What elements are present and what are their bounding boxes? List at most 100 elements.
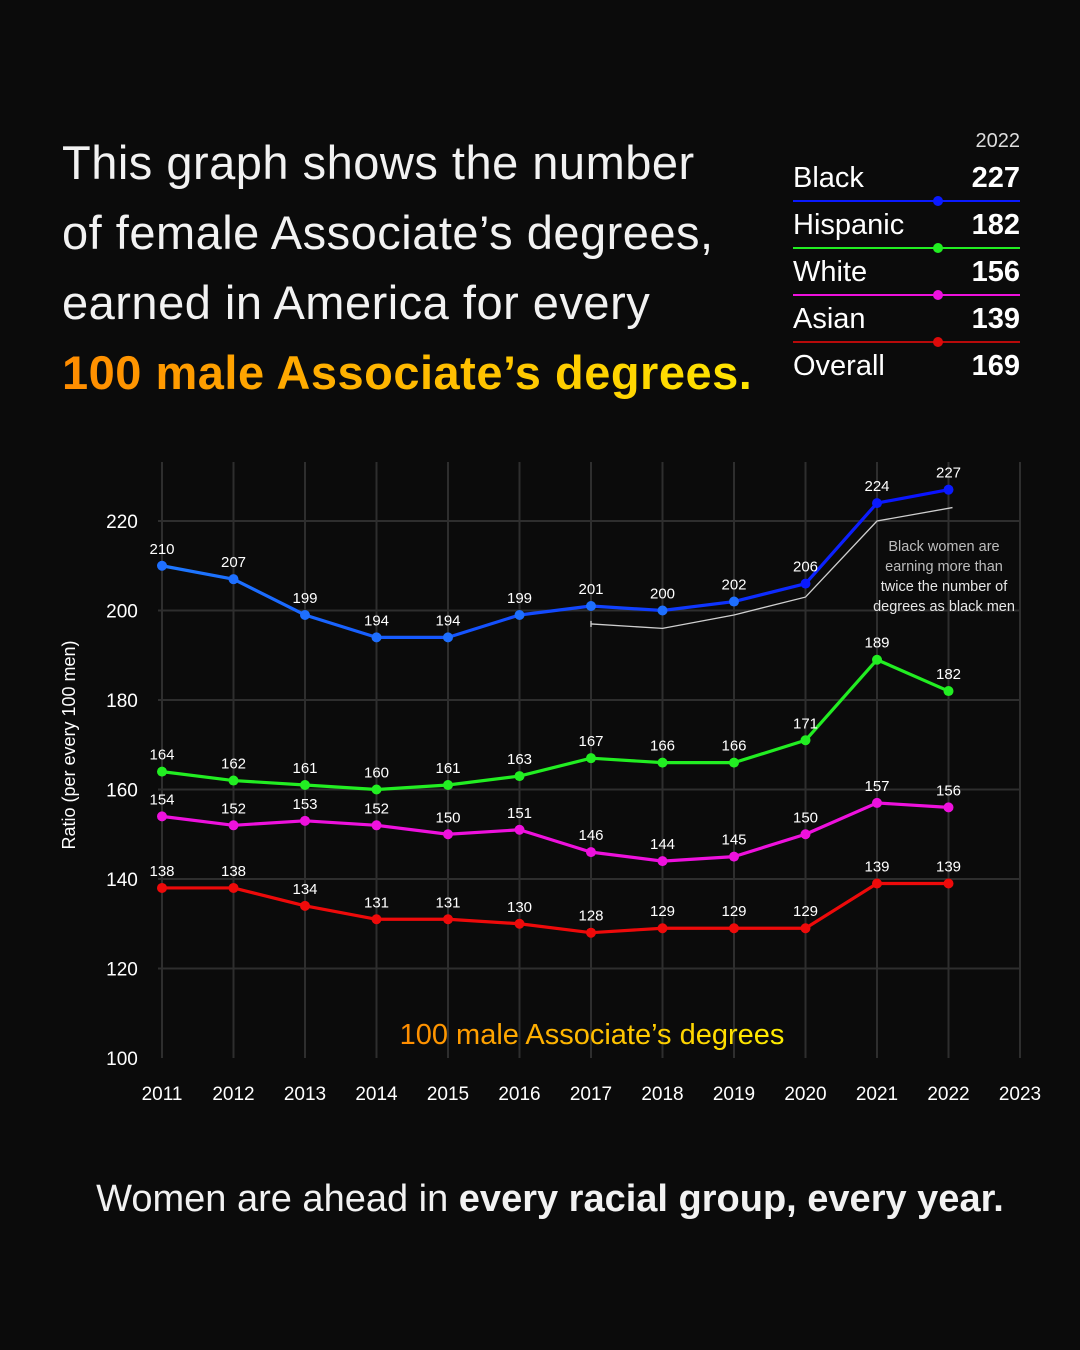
data-point (657, 757, 668, 768)
data-point (514, 771, 525, 782)
data-point (157, 811, 167, 822)
series-line (161, 658, 950, 792)
annotation-text-line: earning more than (885, 559, 1003, 575)
data-point (943, 484, 954, 495)
legend-label: Asian (793, 303, 866, 335)
data-point (729, 757, 739, 768)
legend-swatch-dot (933, 196, 943, 206)
data-point (729, 596, 739, 607)
data-point (586, 847, 596, 858)
data-label: 139 (864, 858, 889, 875)
data-point (228, 775, 239, 786)
data-point (800, 829, 811, 840)
legend-label: Overall (793, 350, 885, 382)
legend-label: Hispanic (793, 209, 905, 241)
y-tick-label: 160 (106, 781, 138, 802)
legend-swatch-dot (933, 337, 943, 347)
data-point (300, 780, 310, 791)
data-label: 166 (721, 738, 746, 755)
y-tick-label: 140 (106, 870, 138, 891)
data-label: 139 (936, 858, 961, 875)
headline-line-1: This graph shows the number (62, 136, 695, 189)
data-point (514, 918, 525, 929)
y-tick-label: 180 (106, 691, 138, 712)
y-tick-label: 120 (106, 960, 138, 981)
legend-value: 182 (971, 209, 1020, 241)
data-point (228, 574, 239, 585)
data-label: 131 (435, 894, 460, 911)
data-label: 131 (364, 894, 389, 911)
data-point (943, 686, 954, 697)
data-point (872, 654, 882, 665)
data-point (228, 882, 239, 893)
data-point (729, 851, 739, 862)
data-label: 199 (507, 590, 532, 607)
data-label: 210 (149, 541, 174, 558)
data-point (443, 632, 453, 643)
data-point (586, 601, 596, 612)
x-tick-label: 2021 (856, 1084, 898, 1105)
series-line (161, 488, 949, 639)
reference-line-label: 100 male Associate’s degrees (400, 1019, 785, 1051)
headline: This graph shows the number of female As… (62, 128, 752, 408)
annotation-text-line: degrees as black men (873, 599, 1015, 615)
data-label: 145 (721, 832, 746, 849)
data-label: 151 (507, 805, 532, 822)
data-point (371, 914, 382, 925)
x-tick-label: 2020 (784, 1084, 826, 1105)
data-label: 138 (149, 863, 174, 880)
data-point (729, 923, 739, 934)
y-tick-label: 100 (106, 1049, 138, 1070)
x-tick-label: 2011 (142, 1084, 183, 1105)
legend-label: White (793, 256, 868, 288)
data-label: 153 (292, 796, 317, 813)
data-label: 146 (578, 827, 603, 844)
legend-row-overall: Overall 169 (793, 346, 1020, 393)
annotation-text-line: twice the number of (881, 579, 1009, 595)
data-point (657, 605, 668, 616)
legend-swatch-dot (933, 243, 943, 253)
data-label: 224 (864, 478, 889, 495)
data-point (300, 609, 310, 620)
data-label: 160 (364, 765, 389, 782)
x-tick-label: 2017 (570, 1084, 612, 1105)
x-tick-label: 2012 (212, 1084, 254, 1105)
legend-swatch-dot (933, 290, 943, 300)
x-tick-label: 2019 (713, 1084, 755, 1105)
data-label: 167 (578, 733, 603, 750)
data-label: 200 (650, 586, 675, 603)
data-point (443, 829, 453, 840)
legend-swatch-line (793, 341, 1020, 343)
headline-highlight: 100 male Associate’s degrees. (62, 338, 752, 408)
data-label: 163 (507, 751, 532, 768)
legend-row-black: Black 227 (793, 158, 1020, 206)
legend-swatch-line (793, 294, 1020, 296)
data-point (657, 856, 668, 867)
legend-row-hispanic: Hispanic 182 (793, 205, 1020, 253)
data-label: 134 (292, 881, 317, 898)
footer-caption: Women are ahead in every racial group, e… (0, 1178, 1080, 1221)
data-label: 154 (149, 791, 174, 808)
data-point (800, 578, 811, 589)
data-point (872, 878, 882, 889)
data-point (300, 900, 310, 911)
data-label: 227 (936, 465, 961, 482)
legend-row-white: White 156 (793, 252, 1020, 300)
data-point (371, 784, 382, 795)
x-tick-label: 2023 (999, 1084, 1041, 1105)
data-label: 166 (650, 738, 675, 755)
data-point (443, 914, 453, 925)
data-point (800, 923, 811, 934)
data-label: 202 (721, 577, 746, 594)
data-point (371, 632, 382, 643)
x-tick-label: 2015 (427, 1084, 469, 1105)
data-label: 128 (578, 908, 603, 925)
data-point (872, 498, 882, 509)
data-label: 129 (650, 903, 675, 920)
data-label: 194 (435, 612, 460, 629)
data-label: 152 (364, 800, 389, 817)
data-label: 161 (292, 760, 317, 777)
annotation-bracket (590, 506, 953, 630)
data-point (157, 882, 167, 893)
